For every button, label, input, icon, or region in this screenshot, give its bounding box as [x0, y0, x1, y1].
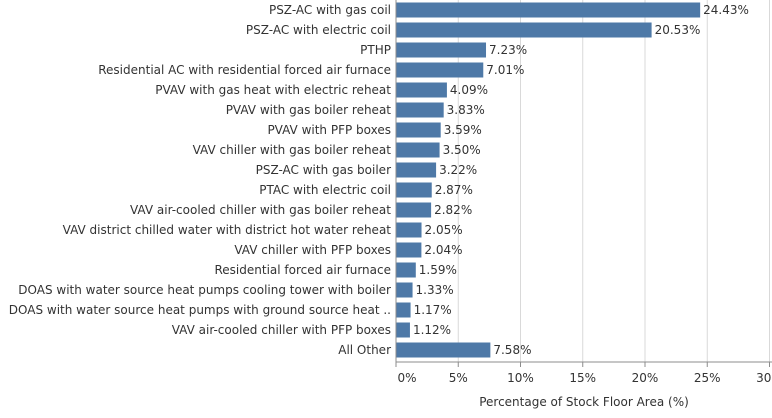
- value-label: 1.17%: [414, 303, 452, 317]
- value-label: 24.43%: [703, 3, 749, 17]
- bar[interactable]: [396, 142, 440, 158]
- value-label: 2.05%: [425, 223, 463, 237]
- value-label: 1.33%: [416, 283, 454, 297]
- category-label: PVAV with gas boiler reheat: [226, 103, 392, 117]
- category-label: All Other: [338, 343, 391, 357]
- value-label: 1.12%: [413, 323, 451, 337]
- value-label: 2.87%: [435, 183, 473, 197]
- x-tick-label: 20%: [632, 371, 659, 385]
- value-label: 1.59%: [419, 263, 457, 277]
- bar[interactable]: [396, 2, 701, 18]
- value-labels: 24.43%20.53% 7.23% 7.01% 4.09% 3.83% 3.59% 3.5…: [413, 3, 749, 357]
- bar[interactable]: [396, 82, 447, 98]
- x-axis-title: Percentage of Stock Floor Area (%): [479, 395, 689, 409]
- value-label: 7.01%: [486, 63, 524, 77]
- x-tick-label: 0%: [397, 371, 416, 385]
- category-label: VAV district chilled water with district…: [63, 223, 392, 237]
- value-label: 2.82%: [434, 203, 472, 217]
- value-label: 2.04%: [424, 243, 462, 257]
- value-label: 3.22%: [439, 163, 477, 177]
- value-label: 3.50%: [443, 143, 481, 157]
- bar[interactable]: [396, 202, 432, 218]
- x-axis-ticks: 0% 5% 10% 15% 20% 25% 30%: [395, 362, 772, 385]
- bar[interactable]: [396, 182, 432, 198]
- category-labels: PSZ-AC with gas coil PSZ-AC with electric…: [9, 3, 392, 357]
- bar[interactable]: [396, 282, 413, 298]
- bar[interactable]: [396, 342, 491, 358]
- bar[interactable]: [396, 322, 410, 338]
- category-label: PVAV with PFP boxes: [267, 123, 391, 137]
- category-label: VAV chiller with PFP boxes: [234, 243, 391, 257]
- category-label: PSZ-AC with electric coil: [246, 23, 391, 37]
- category-label: VAV air-cooled chiller with gas boiler r…: [130, 203, 391, 217]
- bar[interactable]: [396, 222, 422, 238]
- x-tick-label: 30%: [756, 371, 772, 385]
- value-label: 7.58%: [493, 343, 531, 357]
- bar[interactable]: [396, 162, 437, 178]
- category-label: Residential AC with residential forced a…: [98, 63, 391, 77]
- category-label: PSZ-AC with gas boiler: [256, 163, 391, 177]
- value-label: 3.83%: [447, 103, 485, 117]
- category-label: PSZ-AC with gas coil: [269, 3, 391, 17]
- category-label: VAV air-cooled chiller with PFP boxes: [172, 323, 391, 337]
- x-tick-label: 15%: [569, 371, 596, 385]
- bar[interactable]: [396, 42, 487, 58]
- x-tick-label: 10%: [507, 371, 534, 385]
- x-tick-label: 5%: [449, 371, 468, 385]
- bar[interactable]: [396, 302, 411, 318]
- category-label: PTHP: [360, 43, 391, 57]
- x-tick-label: 25%: [694, 371, 721, 385]
- category-label: Residential forced air furnace: [215, 263, 392, 277]
- category-label: DOAS with water source heat pumps coolin…: [18, 283, 391, 297]
- category-label: PTAC with electric coil: [259, 183, 391, 197]
- category-label: DOAS with water source heat pumps with g…: [9, 303, 391, 317]
- bar[interactable]: [396, 62, 484, 78]
- bar[interactable]: [396, 122, 441, 138]
- bar[interactable]: [396, 242, 422, 258]
- category-label: VAV chiller with gas boiler reheat: [193, 143, 392, 157]
- bars: [396, 2, 701, 358]
- bar[interactable]: [396, 22, 652, 38]
- value-label: 4.09%: [450, 83, 488, 97]
- value-label: 20.53%: [655, 23, 701, 37]
- gridlines: [457, 0, 770, 362]
- category-label: PVAV with gas heat with electric reheat: [155, 83, 391, 97]
- bar[interactable]: [396, 102, 444, 118]
- bar[interactable]: [396, 262, 416, 278]
- value-label: 3.59%: [444, 123, 482, 137]
- value-label: 7.23%: [489, 43, 527, 57]
